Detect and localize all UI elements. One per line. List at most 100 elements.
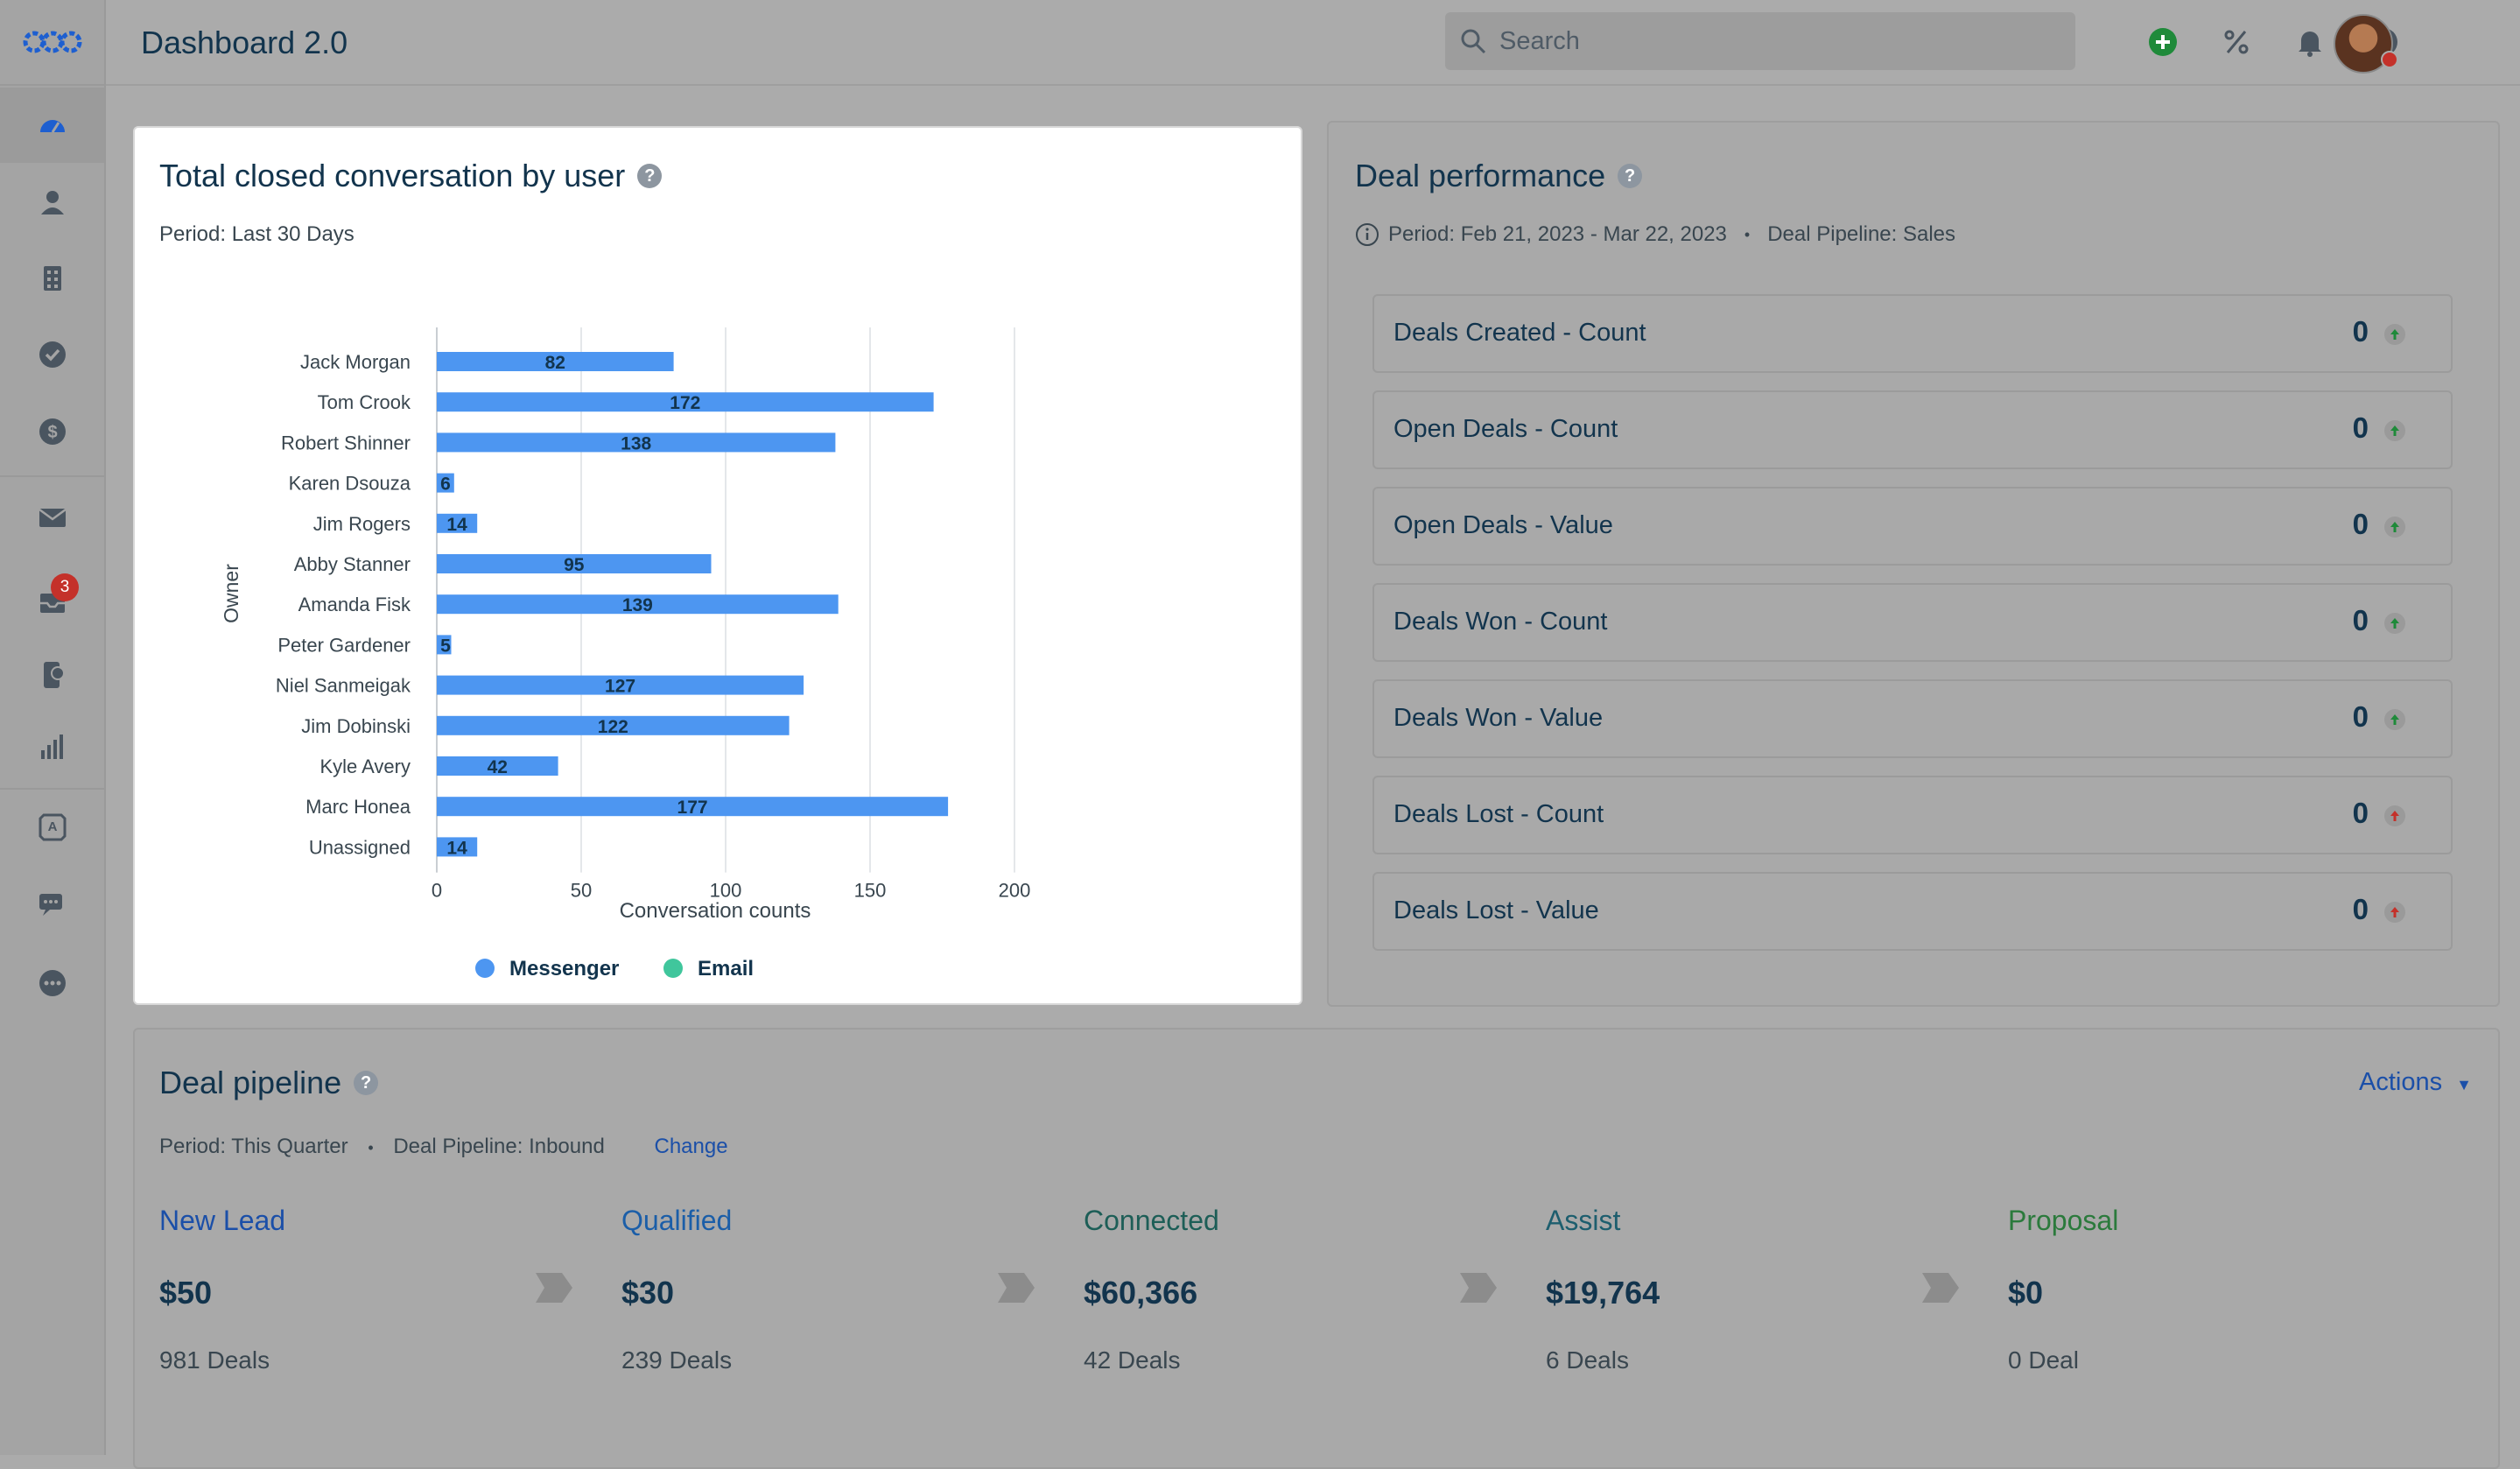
sidebar-item-phone[interactable]	[0, 637, 104, 713]
trend-arrow-icon	[2384, 613, 2405, 634]
category-label: Jack Morgan	[300, 351, 411, 373]
app-logo-icon[interactable]	[22, 25, 83, 60]
metric-label: Deals Lost - Value	[1393, 896, 1599, 924]
add-icon[interactable]	[2145, 25, 2180, 60]
category-label: Jim Rogers	[313, 513, 411, 535]
sidebar-divider	[0, 788, 104, 790]
period-text: Period: Feb 21, 2023 - Mar 22, 2023	[1388, 222, 1727, 246]
performance-row[interactable]: Deals Won - Value 0	[1372, 679, 2453, 758]
stage-deal-count: 981 Deals	[159, 1346, 270, 1374]
sidebar-item-mail[interactable]	[0, 480, 104, 555]
chart-period: Period: Last 30 Days	[159, 222, 354, 246]
performance-row[interactable]: Deals Lost - Count 0	[1372, 776, 2453, 854]
pipeline-text: Deal Pipeline: Inbound	[393, 1135, 605, 1158]
tasks-icon	[39, 341, 66, 368]
bar	[437, 756, 558, 776]
performance-period: Period: Feb 21, 2023 - Mar 22, 2023 • De…	[1355, 222, 1955, 247]
performance-row[interactable]: Deals Lost - Value 0	[1372, 872, 2453, 951]
page-title: Dashboard 2.0	[141, 25, 348, 60]
actions-label: Actions	[2359, 1068, 2443, 1096]
trend-arrow-icon	[2384, 902, 2405, 923]
stage-amount: $50	[159, 1275, 213, 1311]
stage-name[interactable]: Assist	[1546, 1205, 1621, 1236]
category-label: Unassigned	[309, 836, 411, 858]
card-title: Total closed conversation by user ?	[159, 158, 663, 194]
sidebar-item-chat[interactable]	[0, 867, 104, 942]
stage-name[interactable]: Qualified	[621, 1205, 733, 1236]
sidebar-item-reports[interactable]	[0, 709, 104, 784]
help-icon[interactable]: ?	[637, 164, 663, 188]
data-label: 14	[446, 838, 467, 858]
stage-name[interactable]: New Lead	[159, 1205, 286, 1236]
phone-icon	[43, 662, 65, 688]
pipeline-text: Deal Pipeline: Sales	[1767, 222, 1956, 246]
x-tick-label: 50	[571, 880, 592, 902]
metric-label: Open Deals - Value	[1393, 511, 1613, 539]
more-icon	[39, 970, 66, 996]
performance-row[interactable]: Open Deals - Count 0	[1372, 390, 2453, 469]
info-icon[interactable]	[1355, 222, 1379, 247]
metric-value: 0	[2352, 700, 2369, 733]
metric-label: Deals Won - Value	[1393, 704, 1604, 732]
bar	[437, 797, 949, 817]
category-label: Tom Crook	[318, 391, 411, 413]
search-input[interactable]: Search	[1445, 12, 2075, 70]
bell-icon[interactable]	[2292, 25, 2327, 60]
category-label: Amanda Fisk	[298, 594, 411, 615]
metric-value: 0	[2352, 315, 2369, 348]
bar	[437, 837, 478, 857]
percent-icon[interactable]	[2219, 25, 2254, 60]
data-label: 139	[622, 595, 653, 615]
category-label: Marc Honea	[305, 796, 411, 818]
help-icon[interactable]: ?	[1618, 164, 1643, 188]
y-axis-title: Owner	[220, 564, 242, 623]
performance-row[interactable]: Open Deals - Value 0	[1372, 487, 2453, 566]
stage-name[interactable]: Connected	[1084, 1205, 1219, 1236]
stage-chevron-icon	[1460, 1273, 1497, 1303]
sidebar-item-deals[interactable]: $	[0, 394, 104, 469]
metric-value: 0	[2352, 508, 2369, 540]
stage-chevron-icon	[998, 1273, 1035, 1303]
inbox-badge: 3	[51, 573, 79, 601]
sidebar-item-dashboard[interactable]	[0, 88, 104, 163]
caret-down-icon: ▼	[2456, 1076, 2472, 1093]
sidebar-item-more[interactable]	[0, 945, 104, 1021]
performance-row[interactable]: Deals Created - Count 0	[1372, 294, 2453, 373]
performance-row[interactable]: Deals Won - Count 0	[1372, 583, 2453, 662]
actions-dropdown[interactable]: Actions ▼	[2359, 1068, 2472, 1097]
x-tick-label: 100	[710, 880, 742, 902]
legend-swatch	[475, 959, 495, 978]
category-label: Robert Shinner	[281, 432, 411, 453]
sidebar-item-automation[interactable]: A	[0, 788, 104, 863]
sidebar-item-accounts[interactable]	[0, 241, 104, 316]
top-header: Dashboard 2.0 Search ?	[106, 0, 2520, 86]
stage-amount: $0	[2008, 1275, 2044, 1311]
search-icon	[1461, 29, 1486, 54]
category-label: Kyle Avery	[319, 756, 411, 777]
category-label: Karen Dsouza	[289, 473, 411, 495]
reports-icon	[40, 734, 63, 759]
data-label: 5	[440, 636, 451, 656]
card-title-text: Total closed conversation by user	[159, 158, 626, 193]
sidebar-item-inbox[interactable]: 3	[0, 565, 104, 640]
card-title: Deal performance ?	[1355, 158, 1643, 194]
data-label: 122	[598, 717, 628, 737]
sidebar-item-tasks[interactable]	[0, 317, 104, 392]
category-label: Peter Gardener	[277, 634, 411, 656]
stage-name[interactable]: Proposal	[2008, 1205, 2119, 1236]
data-label: 177	[677, 798, 708, 818]
stage-chevron-icon	[1922, 1273, 1959, 1303]
trend-arrow-icon	[2384, 805, 2405, 826]
pipeline-period: Period: This Quarter • Deal Pipeline: In…	[159, 1135, 728, 1159]
x-tick-label: 200	[999, 880, 1031, 902]
metric-value: 0	[2352, 604, 2369, 636]
legend-label: Messenger	[509, 957, 619, 981]
sidebar-item-contacts[interactable]	[0, 165, 104, 240]
search-placeholder: Search	[1499, 26, 1580, 55]
help-icon[interactable]: ?	[354, 1071, 379, 1095]
data-label: 127	[605, 677, 635, 697]
category-label: Abby Stanner	[294, 553, 411, 575]
closed-conversation-card: Total closed conversation by user ? Peri…	[133, 126, 1302, 1005]
dashboard-icon	[39, 120, 65, 133]
change-link[interactable]: Change	[654, 1135, 728, 1158]
